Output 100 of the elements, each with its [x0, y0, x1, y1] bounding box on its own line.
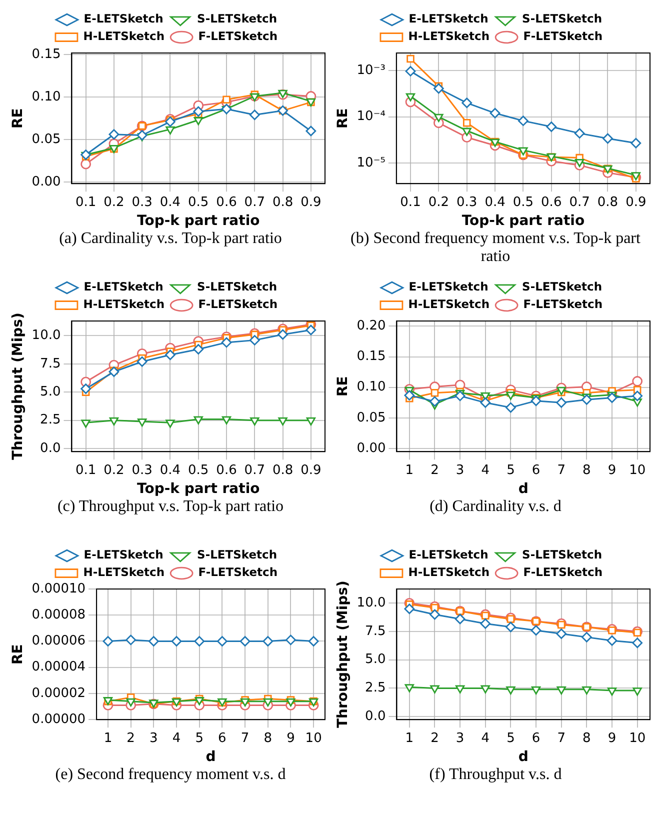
x-tick-label: 3	[150, 730, 158, 746]
legend-label: E-LETSketch	[408, 280, 488, 294]
x-tick-label: 0.2	[104, 194, 124, 210]
x-axis-title: Top-k part ratio	[137, 213, 260, 230]
x-tick-label: 3	[456, 730, 464, 746]
x-tick-label: 2	[430, 730, 439, 746]
y-tick-label: 10.0	[32, 328, 61, 344]
x-tick-label: 2	[126, 730, 135, 746]
legend-label: S-LETSketch	[522, 12, 602, 26]
x-tick-label: 0.1	[400, 194, 421, 210]
x-tick-label: 0.4	[160, 462, 181, 478]
legend-label: E-LETSketch	[84, 280, 164, 294]
text: (f) Throughput v.s. d	[428, 766, 563, 784]
text: (e) Second frequency moment v.s. d	[54, 766, 287, 784]
x-tick-label: 0.8	[272, 194, 294, 210]
y-tick-label: 0.15	[32, 47, 61, 62]
x-tick-label: 0.5	[512, 194, 534, 210]
text: (a) Cardinality v.s. Top-k part ratio	[58, 230, 283, 248]
legend-label: S-LETSketch	[522, 280, 602, 294]
x-tick-label: 4	[481, 462, 490, 478]
x-tick-label: 0.4	[160, 194, 181, 210]
y-axis-title: RE	[10, 644, 26, 664]
y-tick-label: 0.05	[356, 410, 386, 426]
legend-label: F-LETSketch	[198, 297, 278, 312]
x-tick-label: 4	[481, 730, 490, 746]
x-tick-label: 0.3	[456, 194, 478, 210]
x-tick-label: 6	[218, 730, 226, 746]
y-tick-label: 0.0	[365, 708, 386, 724]
x-tick-label: 0.8	[272, 462, 294, 478]
y-tick-label: 2.5	[40, 412, 61, 428]
y-tick-label: 7.5	[40, 356, 61, 372]
x-tick-label: 5	[195, 730, 204, 746]
x-tick-label: 0.2	[428, 194, 450, 210]
legend-label: S-LETSketch	[197, 548, 278, 562]
legend-label: H-LETSketch	[408, 297, 490, 312]
y-tick-label: 0.15	[356, 349, 386, 364]
text: (b) Second frequency moment v.s. Top-k part ratio	[350, 230, 642, 266]
x-tick-label: 0.8	[597, 194, 618, 210]
x-tick-label: 9	[608, 730, 616, 746]
x-tick-label: 1	[405, 462, 414, 478]
x-tick-label: 0.9	[300, 462, 322, 478]
y-tick-label: 0.00006	[32, 634, 86, 649]
x-tick-label: 0.9	[626, 194, 646, 210]
x-tick-label: 0.1	[75, 462, 96, 478]
x-tick-label: 5	[506, 462, 515, 478]
x-tick-label: 0.7	[244, 194, 265, 210]
x-tick-label: 9	[286, 730, 295, 746]
y-tick-label: 5.0	[365, 652, 386, 668]
legend-label: F-LETSketch	[523, 29, 603, 44]
y-tick-label: 0.00010	[32, 581, 86, 596]
x-tick-label: 0.6	[216, 462, 237, 478]
x-tick-label: 7	[557, 462, 566, 478]
legend-label: E-LETSketch	[84, 12, 164, 26]
y-tick-label: 10⁻³	[356, 62, 386, 78]
legend-label: H-LETSketch	[83, 29, 165, 44]
y-axis-title: RE	[10, 108, 26, 128]
x-axis-title: d	[518, 749, 528, 766]
x-tick-label: 7	[240, 730, 250, 746]
y-axis-title: RE	[335, 108, 352, 128]
y-axis-title: Throughput (Mips)	[335, 580, 352, 728]
x-axis-title: Top-k part ratio	[137, 481, 260, 498]
x-tick-label: 0.7	[569, 194, 590, 210]
legend-label: S-LETSketch	[522, 548, 602, 562]
legend-label: F-LETSketch	[523, 297, 603, 312]
y-tick-label: 0.10	[32, 89, 61, 104]
y-tick-label: 0.0	[40, 440, 61, 456]
x-tick-label: 0.3	[132, 462, 152, 478]
y-tick-label: 0.20	[356, 318, 386, 334]
x-tick-label: 0.6	[541, 194, 562, 210]
x-tick-label: 8	[582, 462, 591, 478]
x-tick-label: 0.5	[188, 194, 209, 210]
text: (c) Throughput v.s. Top-k part ratio	[56, 498, 285, 516]
x-tick-label: 6	[532, 462, 540, 478]
y-tick-label: 0.00	[356, 440, 386, 456]
x-axis-title: Top-k part ratio	[462, 213, 585, 230]
y-tick-label: 0.00008	[32, 607, 86, 622]
y-tick-label: 10⁻⁵	[356, 155, 386, 170]
x-tick-label: 0.4	[484, 194, 506, 210]
x-axis-title: d	[518, 481, 528, 498]
x-tick-label: 10	[629, 730, 646, 746]
legend-label: S-LETSketch	[197, 280, 278, 294]
legend-label: H-LETSketch	[408, 565, 490, 580]
legend-label: E-LETSketch	[408, 12, 488, 26]
x-tick-label: 1	[405, 730, 414, 746]
legend-label: E-LETSketch	[84, 548, 164, 562]
y-tick-label: 0.00004	[32, 660, 86, 675]
y-tick-label: 10.0	[356, 596, 386, 611]
y-tick-label: 5.0	[40, 384, 61, 400]
x-tick-label: 7	[557, 730, 566, 746]
x-tick-label: 9	[608, 462, 616, 478]
y-tick-label: 0.00	[32, 174, 61, 190]
y-axis-title: Throughput (Mips)	[10, 312, 26, 460]
legend-label: F-LETSketch	[198, 29, 278, 44]
x-tick-label: 0.7	[244, 462, 265, 478]
x-tick-label: 10	[305, 730, 322, 746]
y-tick-label: 0.00000	[32, 712, 86, 727]
x-tick-label: 0.6	[216, 194, 237, 210]
x-tick-label: 8	[264, 730, 272, 746]
x-tick-label: 0.2	[104, 462, 124, 478]
x-tick-label: 1	[104, 730, 112, 746]
